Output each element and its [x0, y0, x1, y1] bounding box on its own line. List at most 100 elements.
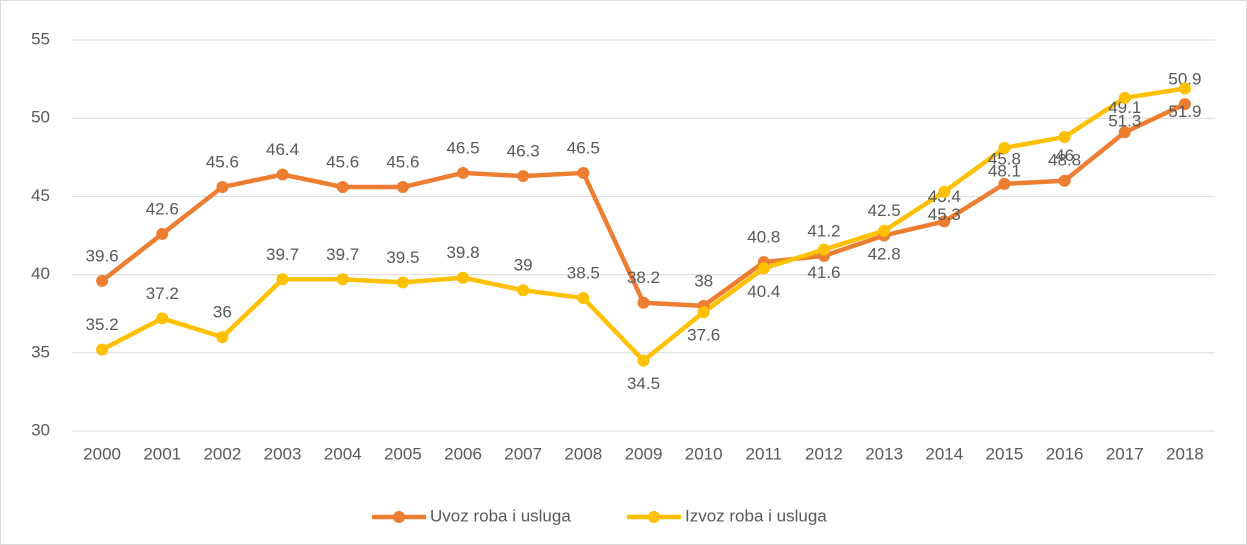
legend-marker — [393, 511, 405, 523]
data-point — [697, 306, 710, 319]
data-label: 37.2 — [146, 284, 179, 303]
data-point — [156, 312, 169, 325]
data-point — [938, 215, 951, 228]
data-label: 40.8 — [747, 228, 780, 247]
data-label: 49.1 — [1108, 98, 1141, 117]
data-label: 45.6 — [206, 153, 239, 172]
data-point — [637, 354, 650, 367]
x-tick-label: 2004 — [324, 444, 362, 463]
data-point — [396, 181, 409, 194]
y-tick-label: 50 — [31, 108, 50, 127]
data-label: 34.5 — [627, 374, 660, 393]
x-tick-label: 2006 — [444, 444, 482, 463]
y-tick-label: 45 — [31, 186, 50, 205]
x-tick-label: 2005 — [384, 444, 422, 463]
data-point — [998, 177, 1011, 190]
data-point — [998, 141, 1011, 154]
x-tick-label: 2001 — [143, 444, 181, 463]
legend-label: Uvoz roba i usluga — [430, 506, 571, 525]
data-label: 41.2 — [807, 221, 840, 240]
data-point — [396, 276, 409, 289]
data-label: 39.8 — [446, 243, 479, 262]
data-label: 45.8 — [988, 149, 1021, 168]
x-tick-label: 2002 — [203, 444, 241, 463]
data-label: 48.1 — [988, 161, 1021, 180]
x-tick-label: 2014 — [925, 444, 963, 463]
data-label: 51.3 — [1108, 111, 1141, 130]
data-label: 41.6 — [807, 263, 840, 282]
data-point — [276, 168, 289, 181]
data-label: 39.7 — [326, 245, 359, 264]
data-label: 45.6 — [326, 153, 359, 172]
data-point — [96, 274, 109, 287]
data-label: 39.5 — [386, 248, 419, 267]
data-label: 46.4 — [266, 140, 299, 159]
data-point — [457, 166, 470, 179]
x-tick-label: 2008 — [564, 444, 602, 463]
data-point — [1058, 174, 1071, 187]
x-tick-label: 2015 — [986, 444, 1024, 463]
data-label: 46.5 — [446, 138, 479, 157]
data-point — [577, 166, 590, 179]
data-point — [577, 292, 590, 305]
data-point — [938, 185, 951, 198]
data-label: 42.6 — [146, 199, 179, 218]
x-tick-label: 2010 — [685, 444, 723, 463]
data-label: 46.3 — [507, 142, 540, 161]
data-label: 48.8 — [1048, 150, 1081, 169]
x-tick-label: 2018 — [1166, 444, 1204, 463]
x-tick-label: 2013 — [865, 444, 903, 463]
data-point — [878, 224, 891, 237]
data-point — [1178, 82, 1191, 95]
data-point — [637, 296, 650, 309]
x-tick-label: 2000 — [83, 444, 121, 463]
data-label: 36 — [213, 303, 232, 322]
data-point — [216, 331, 229, 344]
data-label: 38.2 — [627, 268, 660, 287]
data-label: 45.6 — [386, 153, 419, 172]
data-label: 39.6 — [86, 246, 119, 265]
data-point — [817, 243, 830, 256]
x-tick-label: 2016 — [1046, 444, 1084, 463]
x-tick-label: 2017 — [1106, 444, 1144, 463]
data-point — [96, 343, 109, 356]
legend-marker — [648, 511, 660, 523]
y-tick-label: 30 — [31, 420, 50, 439]
data-label: 51.9 — [1168, 102, 1201, 121]
x-tick-label: 2007 — [504, 444, 542, 463]
data-point — [757, 262, 770, 275]
data-point — [1118, 91, 1131, 104]
data-label: 38.5 — [567, 264, 600, 283]
data-point — [1178, 98, 1191, 111]
data-point — [457, 271, 470, 284]
data-label: 46 — [1055, 146, 1074, 165]
data-point — [336, 273, 349, 286]
data-point — [517, 170, 530, 183]
legend-label: Izvoz roba i usluga — [685, 506, 827, 525]
data-label: 42.5 — [868, 201, 901, 220]
data-label: 35.2 — [86, 315, 119, 334]
data-label: 50.9 — [1168, 70, 1201, 89]
x-tick-label: 2009 — [625, 444, 663, 463]
x-tick-label: 2011 — [746, 444, 783, 463]
data-point — [156, 227, 169, 240]
data-point — [276, 273, 289, 286]
data-label: 42.8 — [868, 244, 901, 263]
data-label: 37.6 — [687, 326, 720, 345]
y-tick-label: 55 — [31, 29, 50, 48]
data-label: 39 — [514, 256, 533, 275]
data-label: 38 — [694, 271, 713, 290]
y-tick-label: 40 — [31, 264, 50, 283]
data-label: 45.3 — [928, 205, 961, 224]
data-label: 39.7 — [266, 245, 299, 264]
data-label: 40.4 — [747, 282, 780, 301]
data-label: 46.5 — [567, 138, 600, 157]
y-tick-label: 35 — [31, 342, 50, 361]
data-point — [1118, 126, 1131, 139]
x-tick-label: 2003 — [264, 444, 302, 463]
data-point — [517, 284, 530, 297]
data-point — [336, 181, 349, 194]
data-point — [1058, 130, 1071, 143]
